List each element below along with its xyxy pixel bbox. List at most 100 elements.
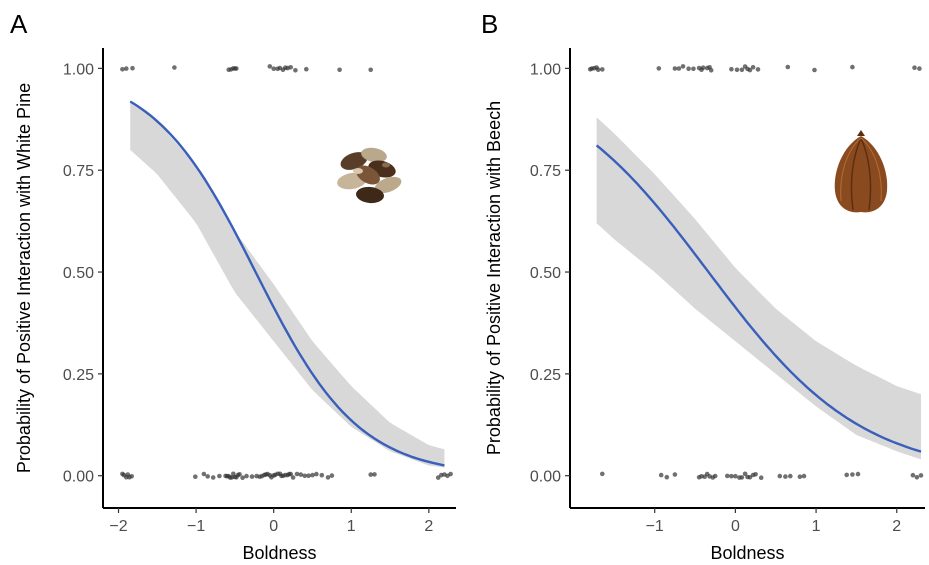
data-point (288, 65, 294, 70)
data-point (656, 66, 662, 71)
data-point (712, 473, 718, 479)
data-point (855, 471, 861, 477)
data-point (201, 471, 207, 477)
data-point (725, 473, 730, 479)
data-point (319, 472, 325, 478)
data-point (271, 66, 277, 71)
y-tick-label: 0.00 (63, 469, 94, 486)
data-point (797, 474, 803, 480)
x-tick-label: 1 (347, 518, 356, 535)
data-point (918, 473, 924, 478)
data-point (448, 471, 453, 477)
data-point (788, 473, 793, 479)
data-point (124, 66, 129, 71)
fit-line (129, 100, 445, 467)
data-point (314, 471, 319, 477)
x-tick-label: 1 (812, 518, 821, 535)
data-point (368, 472, 374, 477)
data-point (672, 472, 678, 477)
data-point (910, 472, 916, 478)
data-point (288, 471, 294, 477)
data-point (304, 66, 309, 72)
panel-letter: A (10, 9, 28, 39)
data-point (783, 474, 788, 479)
data-point (747, 475, 753, 480)
x-axis-title: Boldness (710, 543, 784, 563)
x-tick-label: −1 (646, 518, 664, 535)
data-point (753, 472, 758, 477)
data-point (435, 475, 441, 480)
data-point (708, 68, 714, 73)
data-point (850, 472, 855, 477)
y-tick-label: 0.25 (530, 367, 561, 384)
data-point (298, 472, 304, 477)
y-axis-title: Probability of Positive Interaction with… (14, 83, 34, 473)
data-point (302, 473, 308, 479)
data-point (368, 67, 374, 73)
data-point (310, 472, 315, 478)
data-point (912, 65, 917, 70)
x-tick-label: −2 (109, 518, 127, 535)
y-axis-title: Probability of Positive Interaction with… (484, 101, 504, 455)
data-point (686, 66, 691, 71)
data-point (742, 471, 748, 477)
data-point (290, 475, 296, 480)
fit-line (595, 144, 922, 453)
data-point (234, 66, 239, 71)
data-point (700, 65, 706, 70)
y-tick-label: 0.50 (63, 265, 94, 282)
data-point (193, 474, 198, 480)
data-point (734, 67, 740, 73)
data-point (120, 67, 125, 72)
data-point (595, 67, 601, 72)
data-point (600, 471, 605, 477)
x-axis-title: Boldness (242, 543, 316, 563)
x-tick-label: 2 (892, 518, 901, 535)
data-point (801, 473, 807, 479)
data-point (205, 474, 210, 479)
y-tick-label: 0.00 (530, 469, 561, 486)
data-point (812, 67, 817, 73)
data-point (758, 475, 764, 481)
data-point (785, 64, 791, 70)
panel-a: A 0.00 0.25 0.50 0.75 1.00 −2 −1 0 1 2 Boldness Prob… (10, 9, 456, 563)
data-point (130, 65, 135, 71)
data-point (329, 473, 335, 478)
data-point (172, 65, 177, 70)
data-point (294, 471, 300, 477)
x-tick-label: 0 (731, 518, 740, 535)
data-point (658, 472, 664, 478)
y-tick-label: 0.25 (63, 367, 94, 384)
data-point (755, 67, 761, 72)
y-tick-label: 0.50 (530, 265, 561, 282)
data-point (676, 66, 682, 71)
data-point (293, 68, 298, 73)
white-pine-seeds-image (337, 147, 402, 204)
data-point (129, 474, 134, 479)
data-point (306, 473, 311, 479)
y-tick-label: 0.75 (530, 163, 561, 180)
confidence-band (596, 117, 921, 460)
data-point (249, 474, 255, 479)
panel-letter: B (481, 9, 498, 39)
data-point (267, 64, 273, 69)
data-point (325, 475, 331, 480)
data-point (237, 472, 242, 477)
data-point (217, 473, 222, 479)
beech-seed-image (834, 130, 888, 213)
data-point (210, 475, 216, 480)
confidence-band (130, 101, 445, 468)
x-tick-label: −1 (187, 518, 205, 535)
data-point (729, 66, 734, 72)
x-tick-label: 2 (424, 518, 433, 535)
y-tick-label: 0.75 (63, 163, 94, 180)
x-tick-label: 0 (269, 518, 278, 535)
data-point (672, 66, 678, 71)
data-point (733, 473, 738, 479)
data-point (914, 475, 920, 480)
y-tick-label: 1.00 (63, 61, 94, 78)
data-point (844, 472, 849, 478)
data-point (372, 472, 377, 477)
data-point (750, 65, 756, 70)
